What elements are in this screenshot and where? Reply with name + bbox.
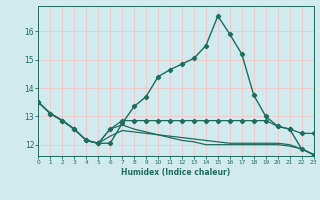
X-axis label: Humidex (Indice chaleur): Humidex (Indice chaleur) xyxy=(121,168,231,177)
